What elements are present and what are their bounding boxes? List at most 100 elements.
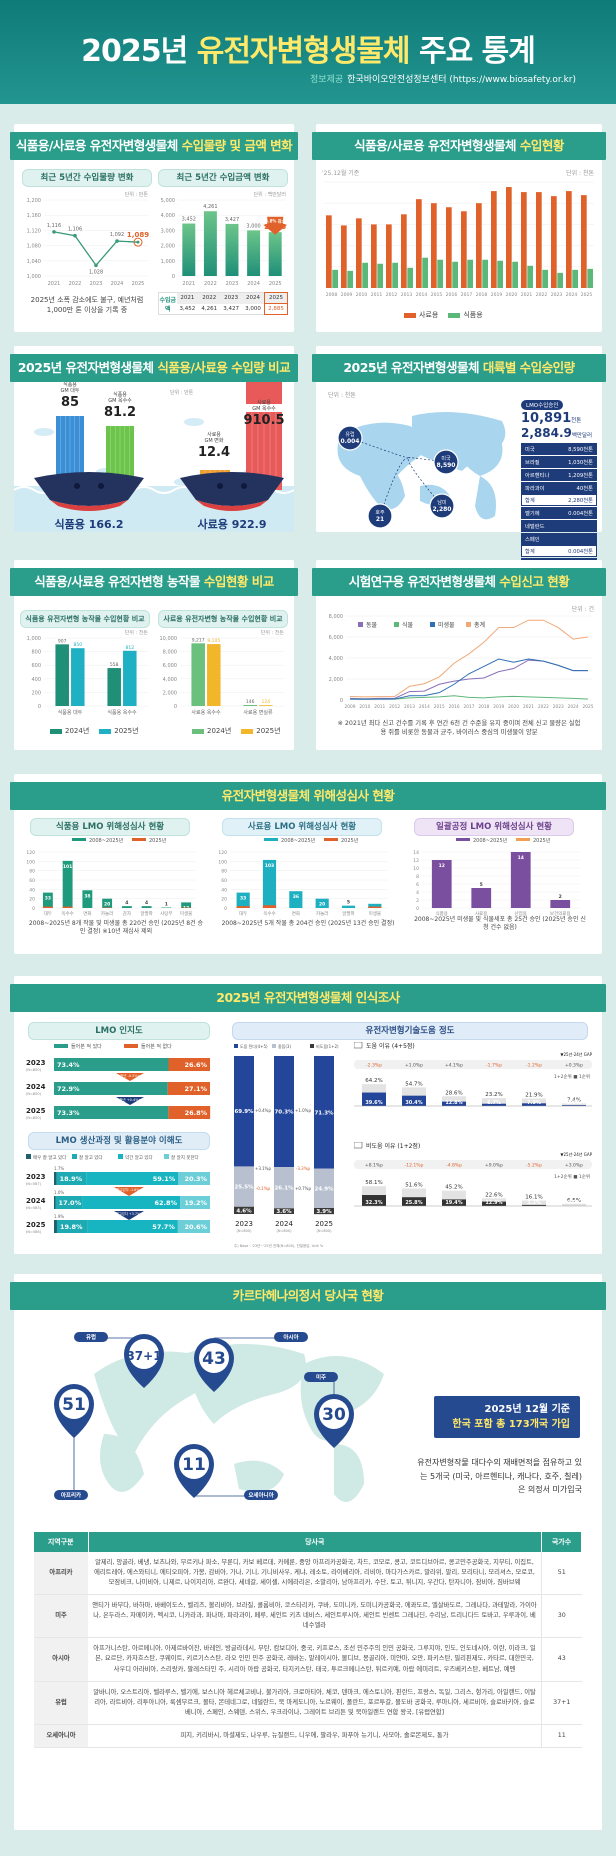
bar-food (587, 268, 593, 288)
item-crop-label: GM 대두 (61, 387, 80, 394)
y-tick-label: 10 (413, 866, 419, 872)
top12-label: 54.7% (405, 1081, 422, 1087)
x-tick-label: 2021 (523, 704, 534, 710)
bar-total (141, 906, 152, 908)
bar-total (550, 900, 571, 908)
legend-label: 매우 잘 알고 있다 (33, 1154, 67, 1161)
y-tick-label: 3,000 (161, 228, 175, 234)
y-tick-label: 600 (31, 663, 41, 669)
y-tick-label: 4,000 (163, 677, 177, 683)
segment (56, 1220, 88, 1233)
panel-import-change: 식품용/사료용 유전자변형생물체 수입물량 및 금액 변화 최근 5년간 수입물… (10, 124, 298, 332)
gap-label: ▼25년-24년 GAP (560, 1051, 592, 1057)
region-count: 51 (62, 1395, 86, 1415)
legend-food-crop: 2024년 2025년 (50, 726, 139, 736)
chart-feed-crop: 단위 : 천톤 0 2,000 4,000 6,000 8,000 10,000 9,217 9… (160, 630, 285, 716)
bar-food (347, 270, 353, 288)
cloud (184, 418, 204, 426)
y-tick-label: 10,000 (160, 636, 178, 642)
bar (243, 705, 257, 706)
region-value: 0.004 (341, 438, 360, 445)
n-label: (N=800) (277, 1229, 293, 1233)
bar-total (341, 905, 356, 908)
bar-total (510, 852, 531, 908)
legend-label: 중립(3) (278, 1043, 291, 1049)
legend-swatch (358, 622, 363, 627)
y-tick-label: 1,000 (161, 259, 175, 265)
x-tick-label: 2021 (521, 292, 533, 298)
landmass (94, 1351, 204, 1454)
y-tick-label: 1,000 (27, 636, 41, 642)
legend-label: 미생물 (438, 621, 455, 629)
region-name: 유럽 (86, 1333, 96, 1341)
data-point (133, 237, 143, 247)
top12-label: 64.2% (365, 1078, 382, 1084)
region-pin (367, 503, 393, 529)
amount-table: 수입금액 2021 2022 2023 2024 2025 3,452 4,261 3,427 3… (158, 292, 289, 315)
region-cell: 미주 (34, 1594, 88, 1639)
legend-swatch (72, 838, 86, 841)
count-cell: 30 (541, 1594, 582, 1639)
page-title: 2025년 유전자변형생물체 주요 통계 (81, 34, 536, 69)
bar-food (482, 259, 488, 288)
segment-label: 25.5% (234, 1185, 254, 1191)
region-value: 2,280 (433, 506, 452, 513)
region-value: 8,590 (437, 462, 456, 469)
bar-total (42, 892, 53, 908)
bar-food (557, 272, 563, 288)
x-tick-label: 알팔파 (342, 910, 355, 917)
y-tick-label: 1,200 (27, 198, 41, 204)
data-label: 3,000 (246, 223, 260, 229)
legend-swatch (132, 838, 146, 841)
bar-top12 (522, 1098, 546, 1106)
segment-label: 59.1% (153, 1175, 176, 1183)
chart-risk-food: 2008~2025년 2025년02040608010012033대두101옥수수… (26, 838, 196, 917)
x-tick-label: 2017 (461, 292, 473, 298)
x-tick-label: 2012 (389, 704, 400, 710)
region-name: 오세아니아 (248, 1491, 274, 1499)
y-tick-label: 2,000 (329, 677, 343, 683)
data-label: 2 (559, 894, 562, 900)
data-label: 3,452 (182, 217, 196, 223)
top1-label: 19.4% (445, 1200, 462, 1206)
item-crop-label: GM 면화 (205, 437, 224, 444)
bar-top1 (402, 1197, 426, 1206)
data-label: 146 (246, 699, 255, 705)
bar-2025 (42, 906, 53, 908)
legend-feed: 사료용 (404, 310, 438, 320)
n-label: (N=583) (26, 1206, 42, 1210)
y-tick-label: 1,120 (27, 228, 41, 234)
data-label: 5 (480, 882, 483, 888)
x-tick-label: 2009 (341, 292, 353, 298)
x-tick-label: 2014 (416, 292, 428, 298)
x-tick-label: 2018 (478, 704, 489, 710)
legend-swatch (324, 838, 338, 841)
legend-swatch (234, 1044, 238, 1048)
change-label: 전년 +0.4%p (119, 1097, 141, 1102)
bar-top1 (362, 1195, 386, 1206)
data-label: 9,217 (192, 637, 205, 643)
summary-row: 브라질 1,030천톤 (521, 455, 597, 468)
chart-import-status: 2008 2009 2010 2011 2012 2013 2014 2015 2016 2017… (324, 181, 594, 298)
pin-center (59, 1389, 89, 1419)
bar-top12 (482, 1098, 506, 1106)
data-point (73, 233, 77, 238)
data-label: 38 (84, 893, 90, 899)
segment (168, 1058, 210, 1071)
n-label: (N=800) (317, 1229, 333, 1233)
y-tick-label: 8,000 (163, 650, 177, 656)
porthole (217, 483, 223, 489)
y-tick-label: 40 (29, 887, 35, 893)
gap-value: +0.3%p (565, 1063, 583, 1069)
unit-label: 단위 : 천톤 (566, 170, 594, 177)
x-tick-label: 카놀라 (316, 910, 329, 917)
bar-feed (491, 191, 497, 288)
count-cell: 51 (541, 1552, 582, 1596)
x-tick-label: 2021 (182, 281, 195, 287)
summary-row: 벨기에 0.004천톤 (521, 506, 597, 519)
x-tick-label: 2022 (536, 292, 548, 298)
x-tick-label: 2011 (374, 704, 385, 710)
legend-swatch (264, 838, 278, 841)
bar-2025 (262, 905, 277, 908)
gap-value: +1.0%p (405, 1063, 423, 1069)
